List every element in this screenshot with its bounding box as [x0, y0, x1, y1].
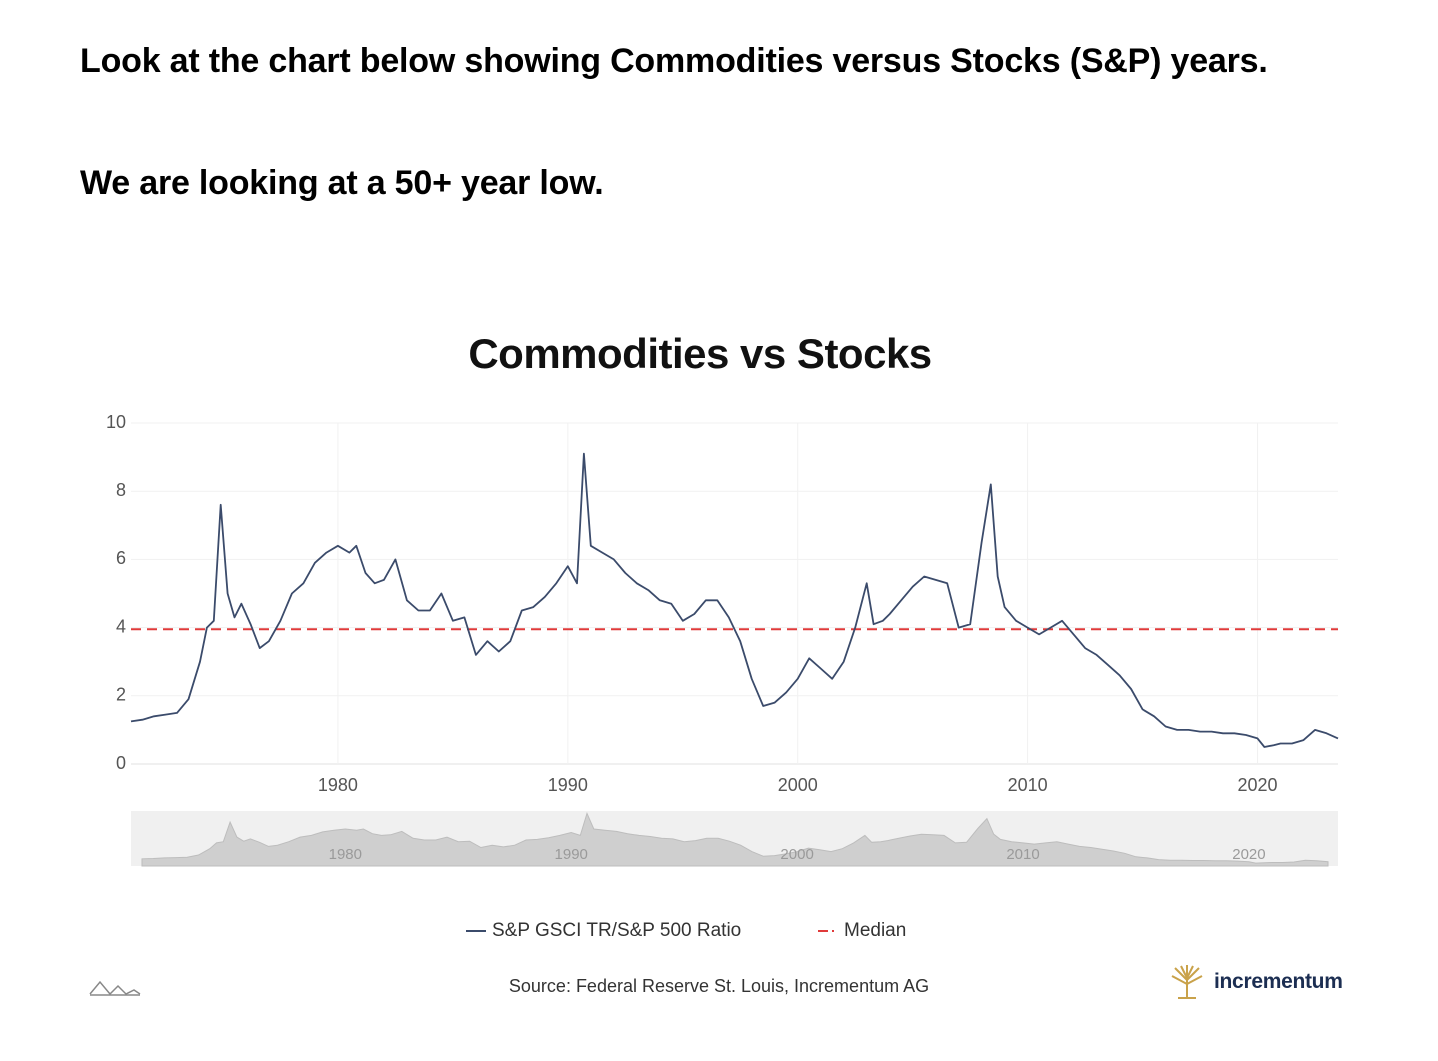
legend: S&P GSCI TR/S&P 500 Ratio Median: [0, 920, 1438, 950]
series-layer: [130, 452, 1339, 748]
x-tick-label: 1980: [318, 775, 358, 795]
brand-logo: incrementum: [1170, 964, 1343, 1000]
y-tick-label: 0: [116, 753, 126, 773]
navigator-tick-label: 1980: [329, 846, 362, 863]
navigator-tick-label: 2010: [1006, 846, 1039, 863]
legend-item-median[interactable]: Median: [818, 920, 906, 942]
legend-label-ratio: S&P GSCI TR/S&P 500 Ratio: [492, 920, 742, 941]
x-tick-label: 2000: [778, 775, 818, 795]
range-navigator[interactable]: 1980 1990 2000 2010 2020: [131, 811, 1338, 867]
y-tick-label: 2: [116, 685, 126, 705]
navigator-tick-label: 2020: [1232, 846, 1265, 863]
legend-swatch-median: [818, 930, 838, 932]
source-note: Source: Federal Reserve St. Louis, Incre…: [508, 976, 930, 996]
legend-swatch-ratio: [466, 930, 486, 932]
x-tick-label: 2020: [1238, 775, 1278, 795]
y-tick-label: 6: [116, 548, 126, 568]
legend-label-median: Median: [844, 920, 907, 941]
brand-name: incrementum: [1214, 970, 1343, 993]
x-axis: 1980 1990 2000 2010 2020: [318, 775, 1278, 795]
tree-logo-icon: [1171, 965, 1203, 999]
legend-item-ratio[interactable]: S&P GSCI TR/S&P 500 Ratio: [466, 920, 741, 942]
navigator-tick-label: 1990: [555, 846, 588, 863]
chart-title: Commodities vs Stocks: [468, 330, 932, 377]
x-tick-label: 1990: [548, 775, 588, 795]
navigator-tick-label: 2000: [780, 846, 813, 863]
y-axis: 0 2 4 6 8 10: [106, 412, 126, 773]
chart-canvas: 0 2 4 6 8 10 1980 1990 2000 2010 2020 1980 1990 200…: [106, 412, 1339, 867]
y-tick-label: 10: [106, 412, 126, 432]
ratio-series-line: [130, 452, 1339, 748]
y-tick-label: 4: [116, 616, 126, 636]
y-tick-label: 8: [116, 480, 126, 500]
intro-line-1: Look at the chart below showing Commodit…: [80, 42, 1268, 80]
navigator-area: [141, 811, 1329, 867]
intro-line-2: We are looking at a 50+ year low.: [80, 164, 604, 202]
x-tick-label: 2010: [1008, 775, 1048, 795]
grid-layer: [131, 422, 1338, 765]
mountain-logo-icon: [89, 980, 141, 996]
